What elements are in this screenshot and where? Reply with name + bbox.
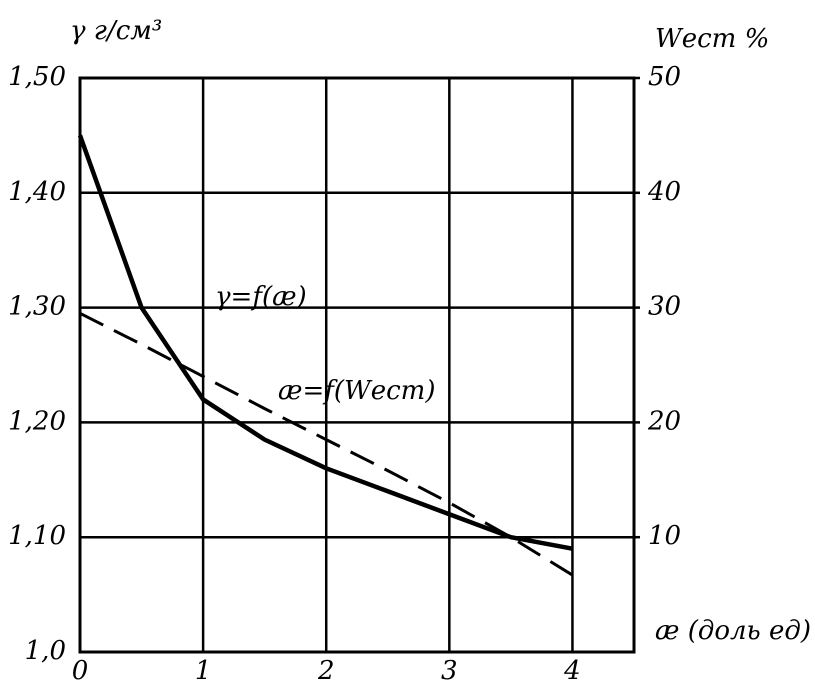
y2-tick-label: 10: [648, 521, 681, 551]
x-axis-label: æ (доль ед): [655, 616, 811, 646]
x-tick-label: 0: [72, 656, 89, 686]
x-tick-label: 4: [563, 656, 581, 686]
x-tick-label: 1: [195, 656, 212, 686]
y2-tick-label: 20: [647, 406, 681, 436]
y-tick-label: 1,0: [25, 636, 66, 666]
y-tick-label: 1,30: [8, 292, 66, 322]
y-tick-label: 1,50: [8, 62, 66, 92]
y-tick-label: 1,20: [8, 406, 66, 436]
y2-axis-label: Wест %: [655, 24, 769, 54]
x-tick-label: 2: [317, 656, 335, 686]
x-tick-label: 3: [441, 656, 458, 686]
plot-frame: [78, 76, 636, 654]
y-axis-label: γ г/см³: [70, 16, 162, 46]
y-tick-label: 1,40: [8, 177, 66, 207]
data-line: [79, 312, 574, 577]
data-line: [77, 134, 573, 551]
y2-tick-label: 40: [647, 177, 681, 207]
annotation: æ=f(Wест): [278, 376, 435, 406]
y2-tick-label: 50: [648, 62, 681, 92]
y2-tick-label: 30: [648, 292, 681, 322]
y-tick-label: 1,10: [8, 521, 66, 551]
